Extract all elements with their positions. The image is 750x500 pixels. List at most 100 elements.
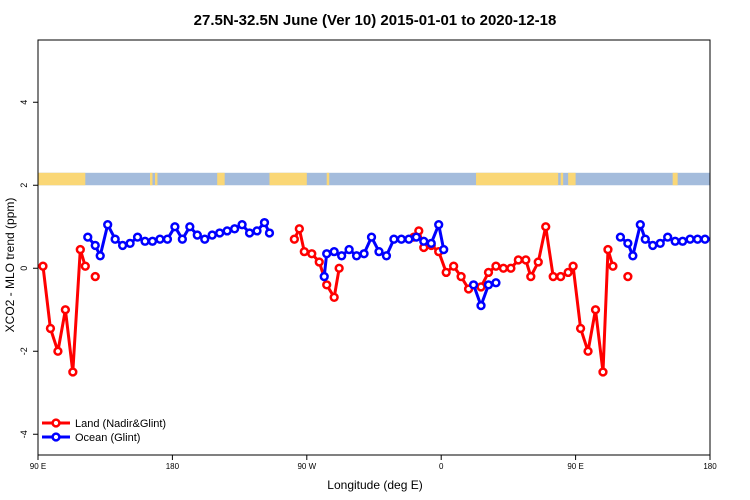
data-point [307,249,317,259]
data-point [374,247,384,257]
data-point [623,238,633,249]
land-band [269,172,307,186]
data-point [548,271,558,282]
data-point [404,234,414,244]
x-tick-label: 90 E [567,462,583,471]
data-point [140,236,150,246]
data-point [117,240,128,251]
plot-area [37,39,711,456]
legend-label: Ocean (Glint) [75,432,140,444]
data-point [396,234,407,244]
data-point [90,271,100,282]
data-point [598,367,608,377]
data-point [329,247,339,257]
data-point [90,240,100,251]
data-point [476,300,486,311]
data-point [615,232,626,242]
data-point [635,220,645,230]
y-axis-label: XCO2 - MLO trend (ppm) [3,198,17,333]
y-tick-label: -2 [19,347,29,355]
x-axis-label: Longitude (deg E) [327,478,422,492]
data-point [351,251,362,261]
data-point [252,226,262,236]
land-band [217,172,225,186]
data-point [583,346,593,356]
data-point [170,222,180,232]
series-ocean [83,217,710,311]
data-point [563,267,573,278]
data-point [264,228,275,238]
x-tick-label: 90 E [30,462,46,471]
data-point [533,257,543,267]
data-point [200,234,210,244]
data-point [670,236,680,246]
data-point [177,234,188,244]
data-point [498,263,509,273]
data-point [185,222,195,232]
data-point [590,305,601,315]
land-band [476,172,559,186]
land-band [560,172,564,186]
data-point [334,263,344,273]
data-point [700,234,710,244]
data-point [147,236,158,246]
data-point [237,220,247,230]
data-point [663,232,673,242]
data-point [344,244,354,255]
data-point [483,280,494,290]
series-line [479,225,615,374]
chart-title: 27.5N-32.5N June (Ver 10) 2015-01-01 to … [194,12,557,29]
data-point [521,255,531,265]
data-point [215,228,225,238]
data-point [132,232,143,242]
surface-strip [38,172,710,186]
y-tick-label: 4 [19,100,29,105]
y-axis: -4 -2 0 2 4 [19,100,38,438]
data-point [222,226,232,236]
data-point [381,251,392,261]
series-group [38,217,710,377]
data-point [299,247,309,257]
x-tick-label: 180 [703,462,717,471]
legend-marker [51,432,61,442]
data-point [155,234,165,244]
y-tick-label: 0 [19,266,29,271]
land-band [38,172,86,186]
data-point [677,236,688,246]
data-point [476,282,486,292]
data-point [623,271,633,282]
data-point [75,244,85,255]
data-point [207,230,217,240]
data-point [448,261,459,271]
y-tick-label: 2 [19,183,29,188]
data-point [513,255,524,265]
y-tick-label: -4 [19,430,29,438]
data-point [434,220,444,230]
data-point [289,234,300,244]
data-point [68,367,78,377]
ocean-band [38,172,710,186]
data-point [259,217,270,228]
data-point [80,261,90,271]
data-point [125,238,135,249]
data-point [336,251,347,261]
data-point [628,251,638,261]
data-point [456,271,466,282]
data-point [411,232,421,242]
data-point [575,323,586,334]
legend-label: Land (Nadir&Glint) [75,418,166,430]
data-point [419,236,429,246]
land-band [326,172,330,186]
data-point [608,261,618,271]
x-axis: 90 E 180 90 W 0 90 E 180 [30,455,717,471]
data-point [556,271,566,282]
data-point [229,224,240,234]
legend-marker [51,418,61,428]
data-point [60,305,71,315]
data-point [655,238,665,249]
data-point [322,280,332,290]
data-point [491,278,501,288]
data-point [38,261,48,271]
data-point [441,267,451,278]
